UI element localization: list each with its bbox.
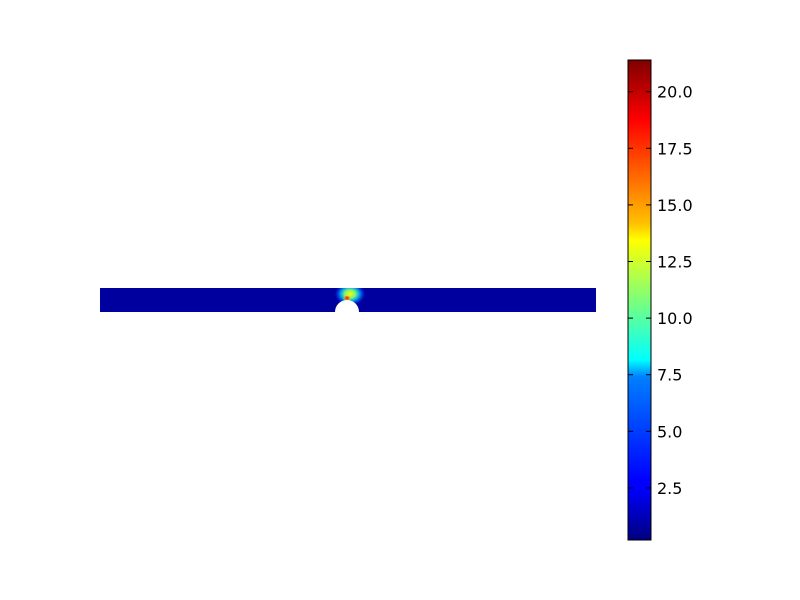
stress-peak xyxy=(343,295,351,301)
colorbar-tick-label: 10.0 xyxy=(657,309,693,328)
colorbar-tick-label: 2.5 xyxy=(657,479,682,498)
field-plot xyxy=(100,288,596,312)
colorbar-ticks: 2.5 5.0 7.5 10.0 12.5 15.0 17.5 20.0 xyxy=(628,83,693,498)
notch-hole xyxy=(335,300,359,312)
colorbar-tick-label: 20.0 xyxy=(657,83,693,102)
colorbar: 2.5 5.0 7.5 10.0 12.5 15.0 17.5 20.0 xyxy=(627,59,693,541)
colorbar-tick-label: 17.5 xyxy=(657,139,693,158)
colorbar-tick-label: 12.5 xyxy=(657,253,693,272)
colorbar-gradient xyxy=(627,59,652,541)
colorbar-tick-label: 5.0 xyxy=(657,422,682,441)
colorbar-tick-label: 7.5 xyxy=(657,366,682,385)
colorbar-tick-label: 15.0 xyxy=(657,196,693,215)
